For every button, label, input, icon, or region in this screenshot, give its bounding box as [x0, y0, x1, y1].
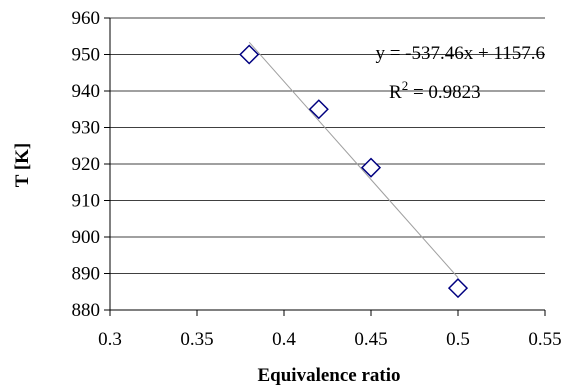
y-axis-title: T [K] [12, 143, 33, 188]
x-tick-label: 0.55 [528, 329, 561, 350]
data-point-marker [239, 44, 260, 65]
y-tick-labels: 880 890 900 910 920 930 940 950 960 [72, 8, 101, 321]
trendline [248, 41, 459, 278]
data-point-marker [360, 157, 382, 178]
trendline-layer [248, 41, 459, 278]
grid-lines [110, 17, 545, 274]
y-tick-label: 900 [72, 227, 101, 248]
y-tick-label: 910 [72, 191, 101, 212]
y-tick-label: 920 [72, 154, 101, 175]
x-tick-label: 0.4 [272, 329, 296, 350]
y-tick-label: 960 [72, 8, 101, 29]
r-squared-prefix: R [389, 82, 402, 103]
data-point-marker [308, 99, 329, 120]
x-tick-label: 0.35 [180, 329, 213, 350]
data-points [239, 44, 469, 299]
y-tick-label: 930 [72, 118, 101, 139]
y-tick-label: 940 [72, 81, 101, 102]
data-point-marker [447, 278, 469, 299]
axes [104, 17, 546, 316]
r-squared-superscript: 2 [402, 78, 409, 93]
x-axis-title: Equivalence ratio [257, 365, 400, 386]
x-tick-label: 0.5 [446, 329, 470, 350]
trendline-equation: y = -537.46x + 1157.6 [375, 43, 545, 64]
r-squared-label: R2 = 0.9823 [389, 78, 481, 103]
x-tick-labels: 0.3 0.35 0.4 0.45 0.5 0.55 [98, 329, 562, 350]
y-tick-label: 950 [72, 45, 101, 66]
r-squared-value: = 0.9823 [408, 82, 480, 103]
y-tick-label: 890 [72, 264, 101, 285]
x-tick-label: 0.45 [354, 329, 387, 350]
x-tick-label: 0.3 [98, 329, 122, 350]
y-tick-label: 880 [72, 300, 101, 321]
